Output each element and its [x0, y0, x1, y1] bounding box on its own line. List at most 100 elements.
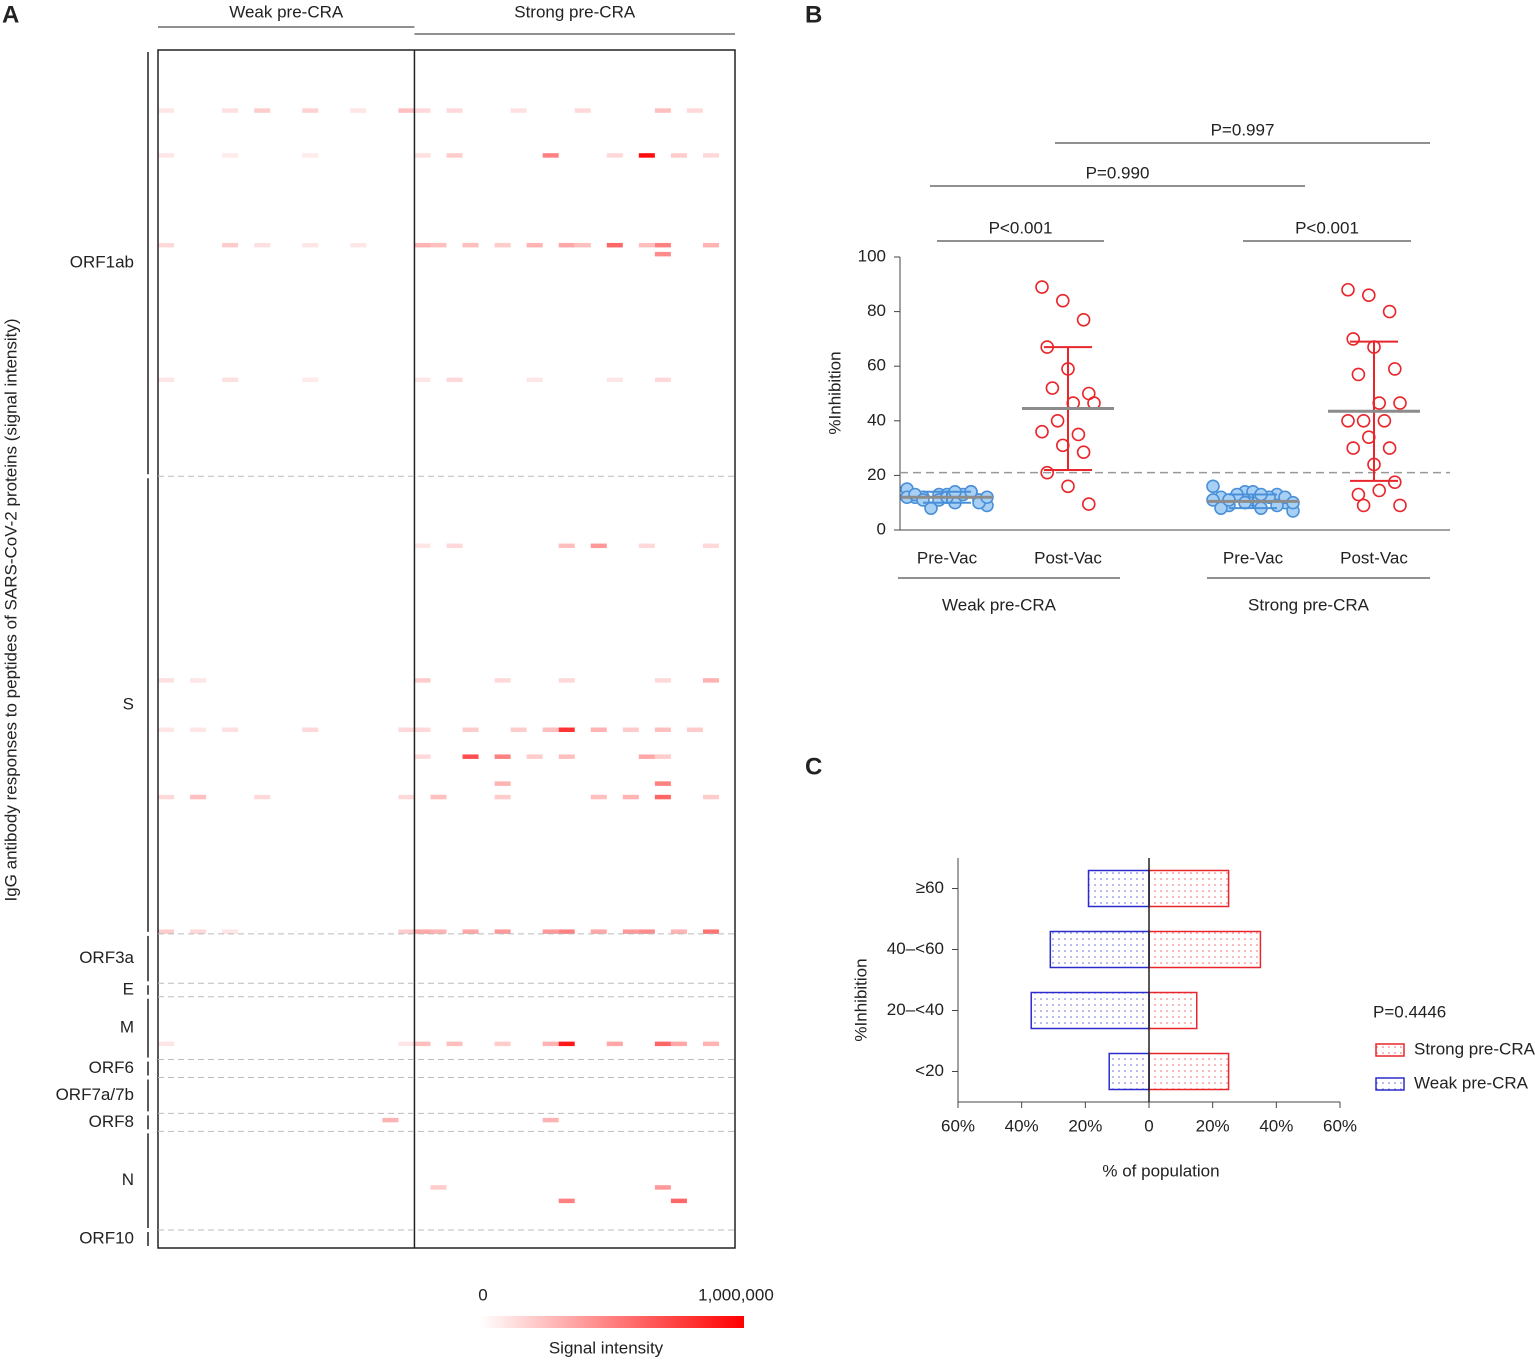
heat-cell — [414, 727, 431, 733]
heat-cell — [494, 929, 511, 934]
legend-swatch — [1375, 1043, 1405, 1057]
heat-cell — [654, 377, 671, 383]
bar — [1030, 991, 1150, 1030]
heat-cell — [350, 108, 367, 113]
data-point — [1071, 427, 1086, 442]
legend-label: Weak pre-CRA — [1414, 1073, 1529, 1092]
heat-cell — [622, 794, 639, 800]
heat-cell — [606, 1041, 623, 1047]
heat-cell — [414, 1041, 431, 1047]
heat-cell — [414, 377, 431, 383]
comparison-label: P<0.001 — [1295, 218, 1359, 237]
heat-cell — [606, 242, 623, 248]
heat-cell — [414, 678, 431, 683]
data-point — [1356, 498, 1371, 513]
heat-cell — [558, 678, 575, 683]
y-tick-label: ≥60 — [916, 878, 944, 897]
heat-cell — [558, 929, 575, 934]
heat-cell — [414, 153, 431, 158]
heat-cell — [398, 1041, 415, 1047]
heat-cell — [398, 727, 415, 733]
heat-cell — [590, 794, 607, 800]
y-tick-label: 20–<40 — [887, 1000, 944, 1019]
data-point — [1388, 362, 1402, 376]
bar — [1148, 930, 1262, 969]
heat-cell — [302, 727, 319, 733]
group-label: Post-Vac — [1034, 548, 1102, 567]
heat-cell — [158, 929, 175, 934]
heat-cell — [462, 929, 479, 934]
heat-cell — [574, 108, 591, 113]
heat-cell — [558, 543, 575, 549]
protein-label: ORF8 — [89, 1112, 134, 1131]
data-point — [1206, 479, 1220, 494]
x-tick-label: 40% — [1005, 1116, 1039, 1135]
data-point — [1372, 483, 1386, 498]
heat-cell — [702, 242, 719, 248]
heat-cell — [158, 727, 175, 733]
data-point — [1341, 413, 1355, 428]
data-point — [1351, 487, 1366, 502]
bar — [1148, 991, 1198, 1030]
heat-cell — [542, 1041, 559, 1047]
heat-cell — [654, 781, 671, 786]
heat-cell — [414, 108, 431, 113]
colorbar-tick-label: 1,000,000 — [698, 1285, 774, 1304]
heat-cell — [494, 1041, 511, 1047]
heat-cell — [446, 1041, 463, 1047]
data-point — [1356, 413, 1371, 428]
heat-cell — [590, 543, 607, 549]
y-tick-label: 40–<60 — [887, 939, 944, 958]
group-label: Weak pre-CRA — [229, 2, 344, 21]
heat-cell — [222, 929, 239, 934]
y-axis-label: %Inhibition — [825, 351, 844, 434]
heat-cell — [222, 242, 239, 248]
data-point — [1341, 282, 1355, 297]
bar — [1148, 1052, 1230, 1091]
data-point — [1082, 497, 1096, 511]
x-axis-label: % of population — [1102, 1161, 1219, 1180]
heat-cell — [702, 543, 719, 549]
heat-cell — [222, 153, 239, 158]
heat-cell — [702, 153, 719, 158]
data-point — [1056, 293, 1070, 308]
heat-cell — [222, 108, 239, 113]
heatmap-frame — [157, 49, 736, 1249]
heat-cell — [702, 794, 719, 800]
heat-cell — [590, 929, 607, 934]
heat-cell — [414, 242, 431, 248]
heat-cell — [158, 678, 175, 683]
heat-cell — [654, 251, 671, 257]
heat-cell — [558, 727, 575, 733]
heat-cell — [526, 377, 543, 383]
cohort-label: Weak pre-CRA — [942, 595, 1057, 614]
heat-cell — [638, 543, 655, 549]
heat-cell — [606, 153, 623, 158]
heat-cell — [302, 108, 319, 113]
data-point — [1076, 445, 1091, 459]
heat-cell — [414, 543, 431, 549]
heat-cell — [686, 108, 703, 113]
data-point — [1382, 304, 1397, 319]
y-tick-label: 60 — [867, 356, 886, 375]
heat-cell — [558, 242, 575, 248]
x-tick-label: 60% — [941, 1116, 975, 1135]
protein-label: N — [122, 1170, 134, 1189]
heat-cell — [382, 1117, 399, 1123]
heat-cell — [190, 727, 207, 733]
heat-cell — [654, 242, 671, 248]
heat-cell — [430, 1185, 447, 1190]
y-axis-label: IgG antibody responses to peptides of SA… — [1, 318, 20, 901]
colorbar — [480, 1316, 744, 1328]
heat-cell — [702, 929, 719, 934]
panel-letter: A — [2, 1, 19, 28]
heat-cell — [574, 242, 591, 248]
data-point — [1050, 413, 1065, 428]
heat-cell — [654, 754, 671, 759]
heat-cell — [510, 108, 527, 113]
legend-swatch — [1375, 1077, 1405, 1091]
annotation: P=0.4446 — [1373, 1002, 1446, 1021]
heat-cell — [526, 754, 543, 759]
